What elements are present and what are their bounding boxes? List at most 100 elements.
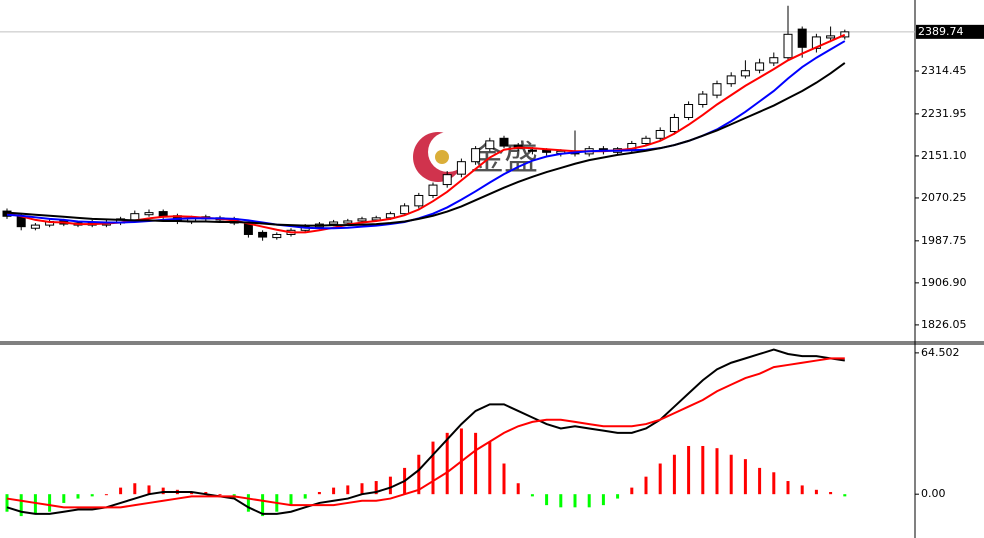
histogram-bar: [133, 483, 137, 495]
histogram-bar: [417, 454, 421, 495]
candle-body: [144, 212, 154, 216]
histogram-bar: [687, 445, 691, 495]
histogram-bar: [303, 494, 307, 499]
histogram-bar: [488, 441, 492, 495]
candle-body: [641, 137, 651, 144]
candle-body: [258, 231, 268, 238]
histogram-bar: [516, 483, 520, 495]
candle-body: [698, 93, 708, 105]
histogram-bar: [104, 494, 108, 496]
candle-body: [371, 217, 381, 221]
histogram-bar: [119, 487, 123, 495]
histogram-bar: [829, 491, 833, 495]
candle-body: [400, 205, 410, 215]
candle-body: [669, 116, 679, 133]
y-tick-label: 1826.05: [921, 318, 967, 331]
candle-body: [726, 75, 736, 85]
histogram-bar: [246, 494, 250, 512]
histogram-bar: [33, 494, 37, 514]
histogram-bar: [289, 494, 293, 506]
candle-body: [840, 31, 850, 38]
candle-body: [30, 224, 40, 229]
candle-body: [755, 62, 765, 71]
histogram-bar: [161, 487, 165, 495]
candle-body: [471, 148, 481, 163]
logo: [435, 150, 449, 164]
histogram-bar: [672, 454, 676, 495]
candle-body: [130, 213, 140, 221]
histogram-bar: [644, 476, 648, 495]
candle-body: [357, 218, 367, 222]
candle-body: [740, 70, 750, 77]
histogram-bar: [559, 494, 563, 508]
y-tick-label: 0.00: [921, 487, 946, 500]
histogram-bar: [5, 494, 9, 512]
candle-body: [243, 223, 253, 235]
candle-body: [527, 149, 537, 152]
histogram-bar: [261, 494, 265, 517]
histogram-bar: [147, 485, 151, 495]
histogram-bar: [346, 485, 350, 495]
candle-body: [769, 57, 779, 64]
candle-body: [428, 184, 438, 196]
candle-body: [442, 174, 452, 186]
histogram-bar: [445, 432, 449, 495]
candle-body: [797, 28, 807, 48]
histogram-bar: [701, 445, 705, 495]
y-tick-label: 2151.10: [921, 149, 967, 162]
histogram-bar: [814, 489, 818, 495]
histogram-bar: [843, 494, 847, 497]
histogram-bar: [374, 481, 378, 495]
macd-line: [6, 348, 845, 515]
histogram-bar: [772, 472, 776, 495]
histogram-bar: [800, 485, 804, 495]
histogram-bar: [502, 463, 506, 495]
candle-body: [684, 103, 694, 118]
histogram-bar: [616, 494, 620, 499]
candle-body: [385, 213, 395, 219]
histogram-bar: [743, 459, 747, 495]
candle-body: [414, 194, 424, 207]
histogram-bar: [573, 494, 577, 508]
histogram-bar: [630, 487, 634, 495]
histogram-bar: [601, 494, 605, 506]
histogram-bar: [332, 487, 336, 495]
histogram-bar: [76, 494, 80, 499]
y-tick-label: 2314.45: [921, 64, 967, 77]
histogram-bar: [190, 491, 194, 495]
histogram-bar: [658, 463, 662, 495]
histogram-bar: [729, 454, 733, 495]
histogram-bar: [388, 476, 392, 495]
candle-body: [783, 33, 793, 59]
candle-body: [456, 161, 466, 175]
candle-body: [272, 233, 282, 239]
histogram-bar: [90, 494, 94, 497]
y-tick-label: 1906.90: [921, 276, 967, 289]
moving-average: [6, 33, 846, 234]
histogram-bar: [317, 491, 321, 495]
candle-body: [329, 221, 339, 225]
candle-body: [499, 137, 509, 147]
candle-body: [712, 83, 722, 96]
histogram-bar: [19, 494, 23, 517]
histogram-bar: [218, 494, 222, 496]
y-tick-label: 2070.25: [921, 191, 967, 204]
histogram-bar: [530, 494, 534, 497]
candle-body: [485, 140, 495, 150]
candle-body: [343, 220, 353, 224]
candle-body: [655, 129, 665, 139]
histogram-bar: [204, 491, 208, 495]
candle-body: [158, 211, 168, 217]
histogram-bar: [48, 494, 52, 512]
last-price-label: 2389.74: [918, 25, 964, 38]
last-price-box: [916, 24, 984, 39]
histogram-bar: [474, 432, 478, 495]
histogram-bar: [545, 494, 549, 506]
candle-body: [826, 35, 836, 39]
histogram-bar: [758, 467, 762, 495]
moving-average: [6, 62, 846, 227]
y-tick-label: 1987.75: [921, 234, 967, 247]
macd-line: [6, 357, 845, 509]
histogram-bar: [786, 481, 790, 495]
